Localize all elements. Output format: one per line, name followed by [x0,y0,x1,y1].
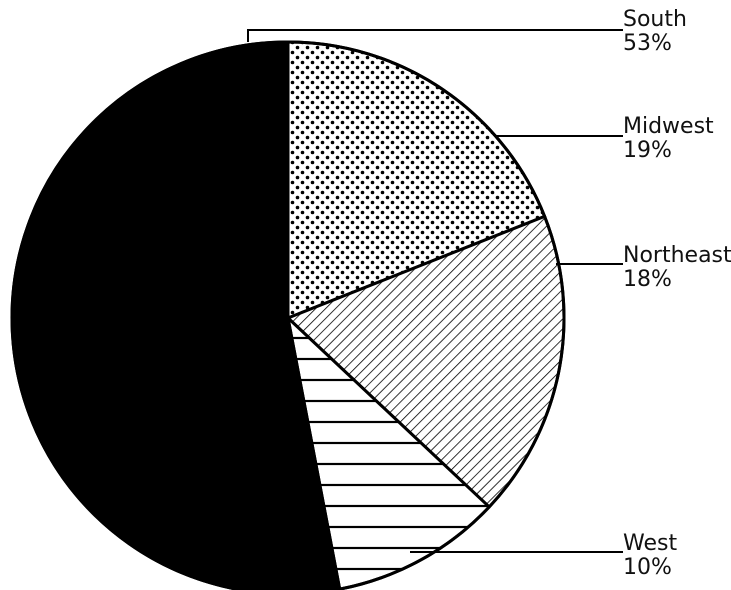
slice-percent-west: 10% [623,555,672,580]
slice-percent-northeast: 18% [623,267,672,292]
slice-label-south: South [623,7,687,32]
slice-label-midwest: Midwest [623,114,714,139]
slice-label-west: West [623,531,677,556]
leader-line-south [247,29,623,42]
slice-percent-south: 53% [623,31,672,56]
slice-percent-midwest: 19% [623,138,672,163]
pie-outline [10,40,566,590]
slice-label-northeast: Northeast [623,243,731,268]
